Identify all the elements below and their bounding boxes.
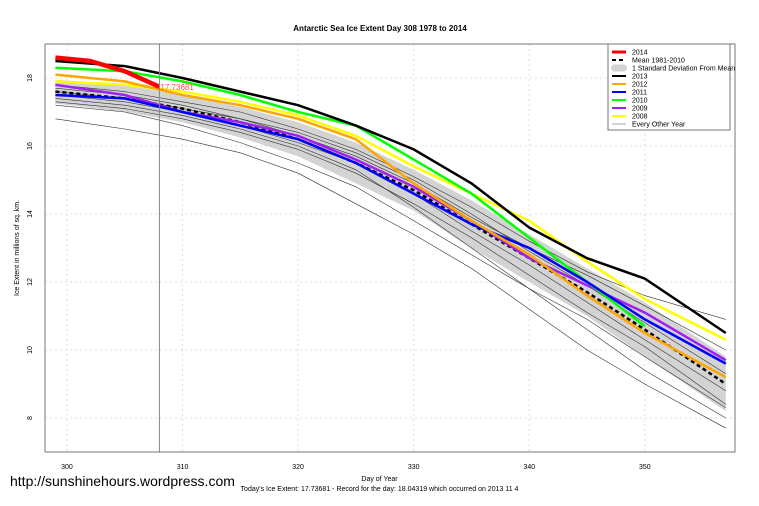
legend-swatch: [611, 64, 627, 72]
other-years: [55, 84, 726, 429]
marker-label: 17.73681: [160, 83, 194, 92]
footer-text: Today's Ice Extent: 17.73681 - Record fo…: [240, 486, 519, 493]
plot-frame: [44, 43, 736, 453]
chart-title: Antarctic Sea Ice Extent Day 308 1978 to…: [293, 24, 467, 33]
x-tick-label: 310: [177, 464, 189, 471]
y-tick-label: 16: [27, 142, 34, 150]
legend-label: 2010: [632, 98, 648, 105]
series-line-2008: [55, 80, 727, 341]
x-tick-label: 340: [523, 464, 535, 471]
y-tick-label: 14: [27, 210, 34, 218]
legend-label: 2012: [632, 82, 648, 89]
grid: [45, 44, 735, 452]
y-tick-label: 18: [27, 74, 34, 82]
y-tick-label: 12: [27, 278, 34, 286]
x-tick-label: 330: [408, 464, 420, 471]
legend-label: 2013: [632, 74, 648, 81]
y-axis-label: Ice Extent in millions of sq. km.: [14, 200, 21, 296]
x-tick-label: 320: [292, 464, 304, 471]
other-year-line: [55, 118, 726, 429]
year-series: [55, 55, 727, 379]
legend-box: [607, 43, 731, 131]
other-year-line: [55, 98, 726, 419]
series-line-2014: [55, 55, 161, 89]
legend-label: 2009: [632, 106, 648, 113]
other-year-line: [55, 84, 726, 320]
legend-label: 2008: [632, 114, 648, 121]
other-year-line: [55, 87, 726, 375]
x-axis-label: Day of Year: [361, 476, 398, 483]
x-tick-label: 350: [639, 464, 651, 471]
series-line-2012: [55, 73, 727, 379]
legend-label: 1 Standard Deviation From Mean: [632, 66, 735, 73]
series-line-2013: [55, 59, 727, 335]
watermark-url: http://sunshinehours.wordpress.com: [10, 473, 235, 489]
other-year-line: [55, 104, 726, 409]
legend-label: Mean 1981-2010: [632, 58, 685, 65]
series-line-2011: [55, 93, 727, 365]
y-tick-label: 8: [27, 416, 34, 420]
axis-ticks: 300 310 320 330 340 350 8 10 12 14 16 18: [27, 74, 651, 471]
legend-label: 2014: [632, 50, 648, 57]
legend-label: Every Other Year: [632, 122, 686, 129]
x-tick-label: 300: [61, 464, 73, 471]
legend-label: 2011: [632, 90, 647, 97]
y-tick-label: 10: [27, 346, 34, 354]
other-year-line: [55, 91, 726, 351]
